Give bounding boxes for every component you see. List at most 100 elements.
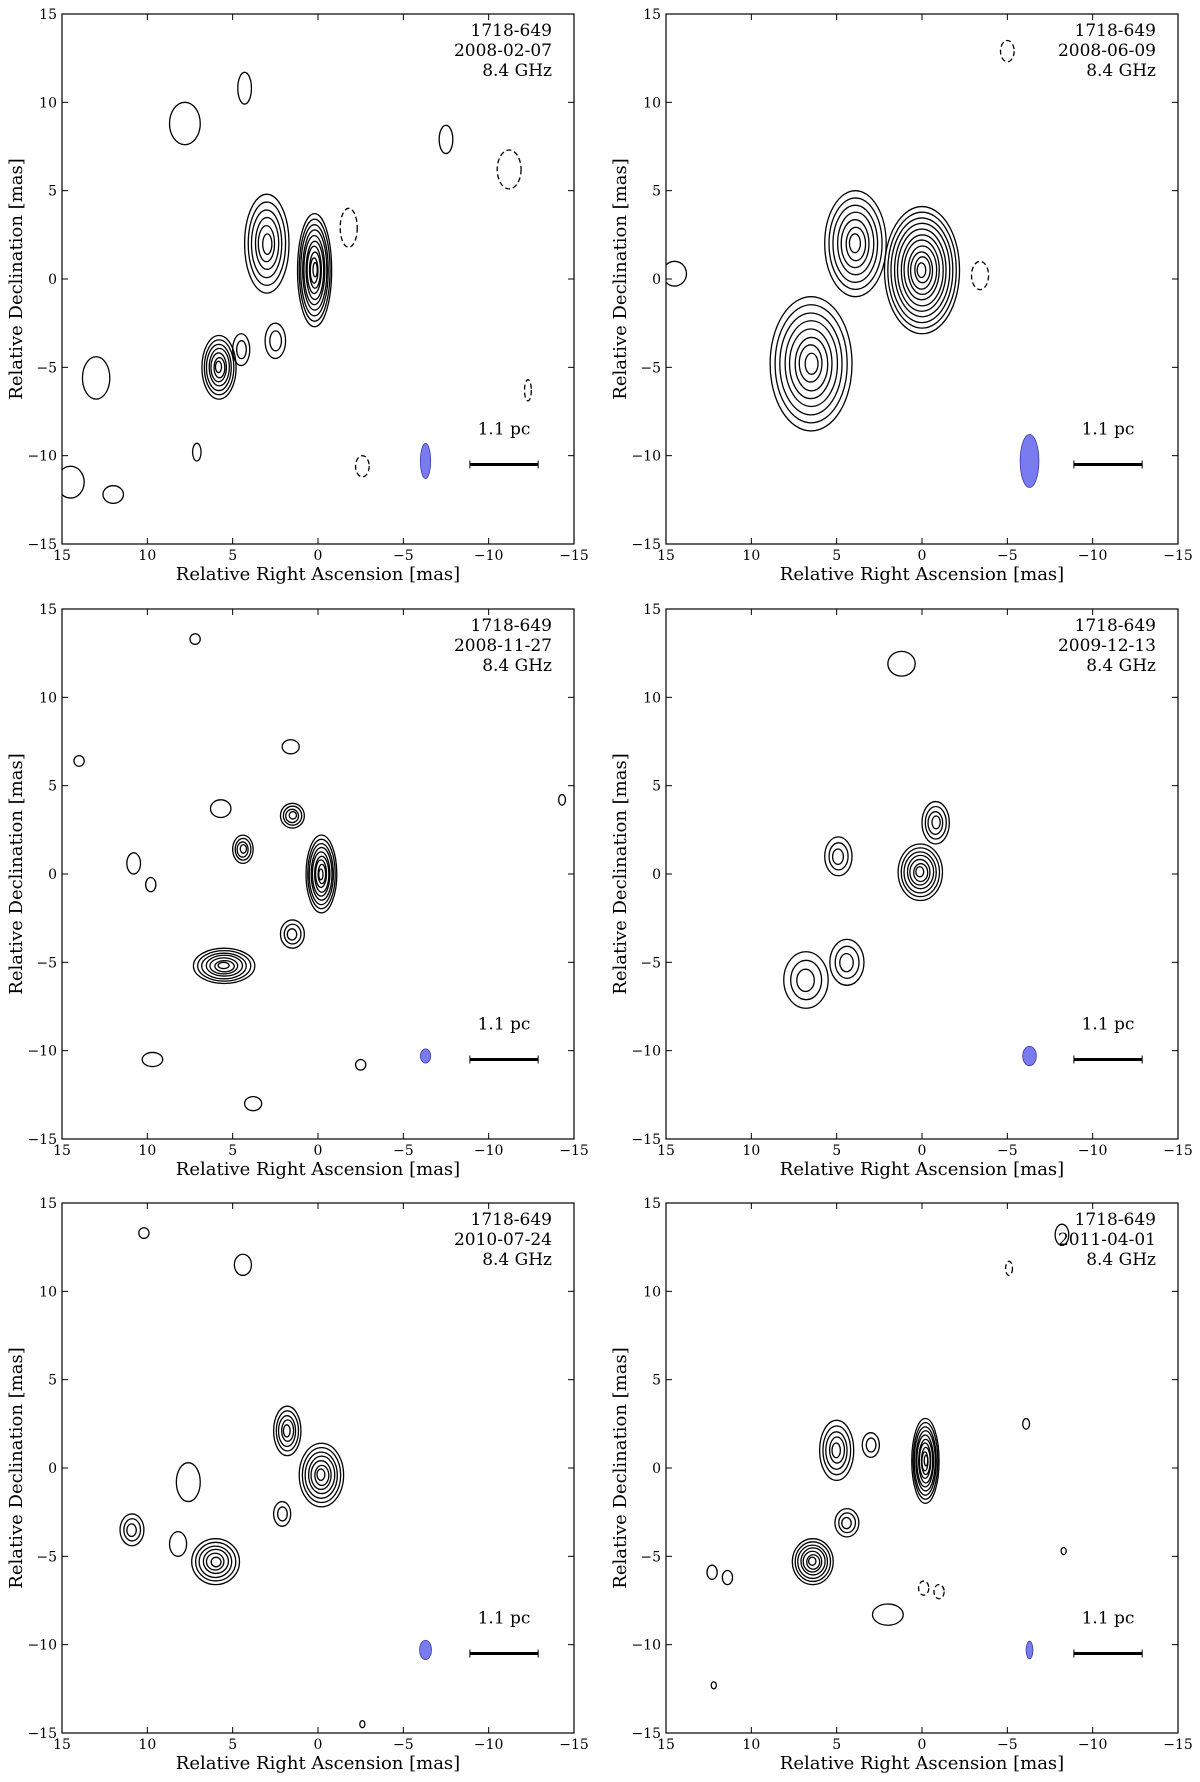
contour-island xyxy=(168,101,201,146)
x-axis-label: Relative Right Ascension [mas] xyxy=(780,1159,1064,1180)
contour-marks xyxy=(706,1223,1070,1690)
contour-level xyxy=(909,858,931,886)
contour-level xyxy=(202,1548,230,1575)
contour-level xyxy=(205,954,244,977)
x-tick-label: −10 xyxy=(474,1737,504,1753)
contour-level xyxy=(264,322,287,360)
contour-level xyxy=(828,1436,846,1464)
x-tick-label: 15 xyxy=(53,548,71,564)
y-tick-label: −5 xyxy=(36,360,57,376)
contour-island xyxy=(1054,1223,1070,1247)
contour-level xyxy=(822,1425,852,1476)
contour-level xyxy=(285,808,300,824)
contour-level xyxy=(829,938,865,986)
contour-level xyxy=(250,209,283,279)
contour-level xyxy=(794,336,829,392)
x-tick-label: −5 xyxy=(997,1143,1018,1159)
x-tick-label: 15 xyxy=(53,1143,71,1159)
contour-level xyxy=(871,1603,904,1626)
contour-level xyxy=(796,968,815,993)
contour-level xyxy=(800,1547,826,1576)
y-tick-label: 15 xyxy=(643,1196,661,1212)
frequency-label: 8.4 GHz xyxy=(1086,1250,1156,1270)
x-tick-label: −5 xyxy=(393,1737,414,1753)
contour-level xyxy=(831,1442,842,1459)
x-tick-label: 5 xyxy=(832,1737,841,1753)
x-axis-label: Relative Right Ascension [mas] xyxy=(176,1159,460,1180)
contour-level xyxy=(824,190,887,298)
y-tick-label: −5 xyxy=(640,1549,661,1565)
contour-level xyxy=(213,357,226,379)
y-tick-label: −15 xyxy=(27,1726,57,1742)
contour-level xyxy=(890,217,954,324)
contour-level xyxy=(283,923,302,945)
contour-level xyxy=(804,352,819,375)
x-axis-label: Relative Right Ascension [mas] xyxy=(176,564,460,585)
y-tick-label: 15 xyxy=(643,602,661,618)
contour-level xyxy=(911,1417,940,1504)
contour-island xyxy=(209,799,232,819)
y-tick-label: 5 xyxy=(48,779,57,795)
y-tick-label: 15 xyxy=(39,602,57,618)
contour-level xyxy=(272,1500,292,1527)
contour-level xyxy=(312,261,318,278)
y-tick-label: 15 xyxy=(643,7,661,23)
contour-level xyxy=(790,959,823,1001)
contour-level xyxy=(217,961,230,970)
source-component xyxy=(791,1538,834,1586)
y-tick-label: −10 xyxy=(27,1638,57,1654)
scale-bar: 1.1 pc xyxy=(1073,420,1143,469)
contour-level xyxy=(308,842,334,906)
source-component xyxy=(272,1405,302,1457)
y-axis-label: Relative Declination [mas] xyxy=(6,1347,27,1588)
x-tick-label: −10 xyxy=(1078,1737,1108,1753)
y-tick-label: 5 xyxy=(652,779,661,795)
contour-island xyxy=(354,1058,367,1071)
contour-level xyxy=(839,952,854,973)
x-tick-label: 0 xyxy=(918,548,927,564)
source-component xyxy=(279,802,305,829)
y-tick-label: −15 xyxy=(27,1132,57,1148)
contour-level xyxy=(900,847,941,898)
contour-level xyxy=(912,1421,939,1500)
y-tick-label: 0 xyxy=(652,272,661,288)
x-tick-label: 5 xyxy=(228,548,237,564)
x-tick-label: 5 xyxy=(832,548,841,564)
contour-island xyxy=(191,442,202,462)
contour-level xyxy=(123,1518,142,1542)
contour-level xyxy=(232,333,251,367)
contour-level xyxy=(779,312,843,416)
scale-bar: 1.1 pc xyxy=(469,1015,539,1064)
contour-level xyxy=(783,951,829,1009)
x-tick-label: 10 xyxy=(138,1143,156,1159)
x-tick-label: 15 xyxy=(53,1737,71,1753)
contour-marks xyxy=(783,650,950,1009)
contour-level xyxy=(788,328,833,400)
contour-level xyxy=(794,1541,832,1583)
contour-level xyxy=(275,1410,300,1452)
scale-bar: 1.1 pc xyxy=(1073,1015,1143,1064)
x-tick-label: −15 xyxy=(559,1737,589,1753)
contour-level xyxy=(282,805,303,826)
contour-level xyxy=(306,245,323,295)
contour-level xyxy=(906,854,935,890)
contour-island xyxy=(233,1253,253,1277)
contour-level xyxy=(300,224,329,317)
contour-level xyxy=(276,1506,288,1522)
source-component xyxy=(829,938,865,986)
contour-level xyxy=(301,1446,342,1504)
beam-ellipse xyxy=(419,442,432,480)
negative-contour xyxy=(999,39,1015,63)
x-tick-label: −5 xyxy=(393,548,414,564)
contour-level xyxy=(924,805,947,840)
source-component xyxy=(911,1417,940,1504)
y-tick-label: −10 xyxy=(631,1044,661,1060)
contour-level xyxy=(214,960,235,973)
contour-level xyxy=(282,1424,291,1438)
negative-contour xyxy=(339,207,358,248)
contour-island xyxy=(144,876,157,893)
x-tick-label: −15 xyxy=(1163,1737,1193,1753)
epoch-date-label: 2008-02-07 xyxy=(454,41,552,61)
contour-island xyxy=(73,754,85,767)
